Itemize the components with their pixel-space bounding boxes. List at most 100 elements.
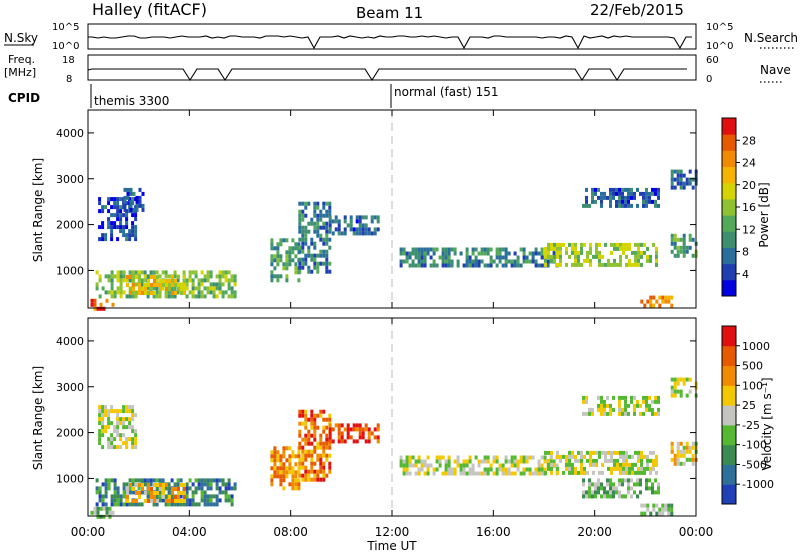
echo-cell xyxy=(646,458,649,463)
echo-cell xyxy=(325,417,329,422)
echo-cell xyxy=(609,490,612,495)
echo-cell xyxy=(110,221,114,226)
echo-cell xyxy=(270,478,274,483)
echo-cell xyxy=(468,263,472,268)
echo-cell xyxy=(325,241,329,246)
colorbar-swatch xyxy=(722,118,736,135)
echo-cell xyxy=(176,290,180,295)
echo-cell xyxy=(670,181,674,186)
echo-cell xyxy=(188,502,192,507)
echo-cell xyxy=(279,254,283,259)
echo-cell xyxy=(613,462,616,467)
echo-cell xyxy=(128,478,132,483)
echo-cell xyxy=(104,413,108,418)
echo-cell xyxy=(654,411,657,416)
echo-cell xyxy=(625,458,628,463)
echo-cell xyxy=(304,205,308,210)
echo-cell xyxy=(107,413,111,418)
echo-cell xyxy=(322,205,326,210)
echo-cell xyxy=(185,490,189,495)
echo-cell xyxy=(574,246,577,251)
echo-cell xyxy=(556,262,559,267)
echo-cell xyxy=(291,466,295,471)
echo-cell xyxy=(155,294,159,299)
echo-cell xyxy=(486,467,490,472)
echo-cell xyxy=(149,478,153,483)
echo-cell xyxy=(119,433,123,438)
echo-cell xyxy=(119,286,123,291)
echo-cell xyxy=(588,494,591,499)
echo-cell xyxy=(504,459,508,464)
echo-cell xyxy=(215,498,219,503)
echo-cell xyxy=(637,466,640,471)
echo-cell xyxy=(301,209,305,214)
freq-line xyxy=(87,68,687,82)
echo-cell xyxy=(582,494,585,499)
echo-cell xyxy=(183,491,186,495)
echo-cell xyxy=(310,433,314,438)
echo-cell xyxy=(155,270,159,275)
echo-region xyxy=(90,506,115,519)
echo-cell xyxy=(279,242,283,247)
echo-cell xyxy=(483,263,487,268)
echo-cell xyxy=(625,262,628,267)
echo-cell xyxy=(285,254,289,259)
echo-cell xyxy=(577,262,580,267)
echo-cell xyxy=(191,286,195,291)
echo-cell xyxy=(298,473,302,478)
echo-cell xyxy=(589,246,592,251)
echo-cell xyxy=(358,231,362,236)
echo-cell xyxy=(574,470,577,475)
echo-cell xyxy=(134,445,138,450)
echo-cell xyxy=(624,478,627,483)
echo-cell xyxy=(603,490,606,495)
echo-cell xyxy=(301,257,305,262)
echo-cell xyxy=(420,255,424,260)
echo-cell xyxy=(679,461,683,466)
echo-cell xyxy=(636,403,639,408)
echo-cell xyxy=(128,417,132,422)
echo-cell xyxy=(429,263,433,268)
echo-cell xyxy=(685,249,689,254)
echo-cell xyxy=(405,459,409,464)
echo-cell xyxy=(618,482,621,487)
echo-cell xyxy=(297,482,301,487)
echo-cell xyxy=(273,254,277,259)
echo-cell xyxy=(601,450,604,455)
echo-cell xyxy=(657,411,660,416)
y-tick-label: 2000 xyxy=(56,219,84,232)
echo-cell xyxy=(352,231,356,236)
echo-cell xyxy=(483,251,487,256)
echo-cell xyxy=(609,494,612,499)
echo-cell xyxy=(298,457,302,462)
echo-cell xyxy=(141,287,144,291)
echo-cell xyxy=(98,486,102,491)
echo-cell xyxy=(652,466,655,471)
echo-cell xyxy=(107,217,111,222)
echo-cell xyxy=(688,233,692,238)
echo-cell xyxy=(150,291,153,295)
echo-cell xyxy=(185,294,189,299)
echo-cell xyxy=(495,467,499,472)
echo-cell xyxy=(316,229,320,234)
echo-cell xyxy=(110,433,114,438)
echo-cell xyxy=(435,459,439,464)
echo-cell xyxy=(101,421,105,426)
echo-cell xyxy=(685,445,689,450)
echo-cell xyxy=(670,445,674,450)
echo-cell xyxy=(294,462,298,467)
echo-cell xyxy=(556,454,559,459)
echo-cell xyxy=(657,395,660,400)
echo-cell xyxy=(358,431,362,436)
echo-cell xyxy=(423,459,427,464)
echo-cell xyxy=(462,263,466,268)
echo-cell xyxy=(218,478,222,483)
echo-cell xyxy=(688,169,692,174)
echo-cell xyxy=(483,459,487,464)
echo-cell xyxy=(670,173,674,178)
echo-cell xyxy=(131,405,135,410)
echo-cell xyxy=(468,459,472,464)
echo-cell xyxy=(577,458,580,463)
echo-cell xyxy=(441,471,445,476)
echo-cell xyxy=(600,407,603,412)
